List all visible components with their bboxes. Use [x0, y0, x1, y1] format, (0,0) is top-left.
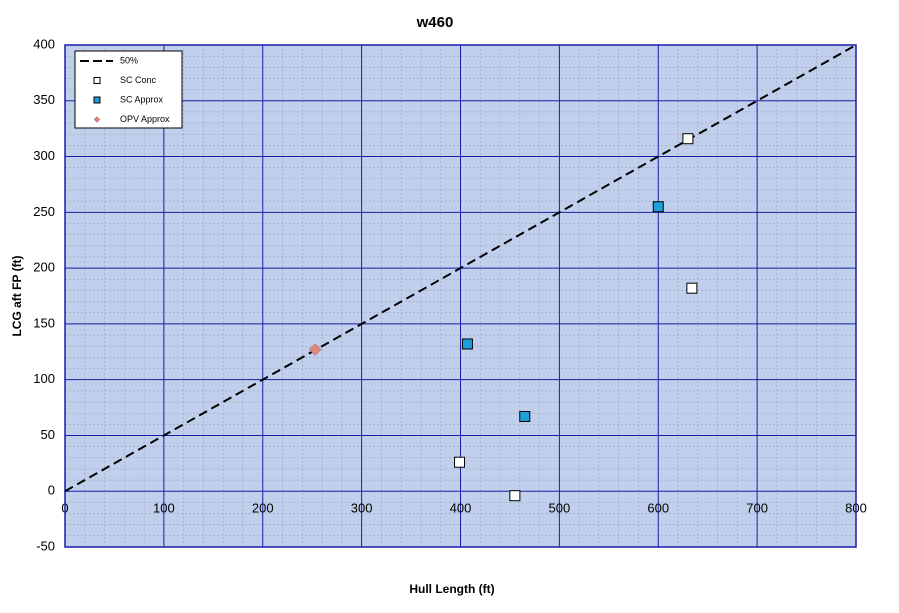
reference-line	[64, 44, 857, 493]
legend-label: 50%	[120, 55, 138, 65]
y-tick-label: 250	[33, 204, 55, 219]
x-tick-label: 400	[450, 501, 472, 516]
marker	[686, 282, 698, 294]
y-tick-label: 300	[33, 148, 55, 163]
y-tick-label: 200	[33, 260, 55, 275]
marker	[308, 343, 322, 356]
marker	[454, 456, 466, 468]
y-tick-label: 150	[33, 315, 55, 330]
legend-label: SC Conc	[120, 75, 157, 85]
legend-marker	[93, 77, 101, 84]
chart-title: w460	[416, 14, 454, 31]
x-tick-label: 500	[549, 501, 571, 516]
y-tick-label: 0	[48, 483, 55, 498]
marker	[652, 201, 664, 213]
y-tick-label: 350	[33, 92, 55, 107]
y-tick-label: -50	[36, 538, 55, 553]
legend-label: SC Approx	[120, 94, 164, 104]
x-tick-label: 100	[153, 501, 175, 516]
y-tick-label: 400	[33, 36, 55, 51]
y-tick-label: 100	[33, 371, 55, 386]
x-tick-label: 300	[351, 501, 373, 516]
x-tick-label: 700	[746, 501, 768, 516]
y-axis-label: LCG aft FP (ft)	[10, 255, 24, 336]
x-tick-label: 200	[252, 501, 274, 516]
marker	[519, 410, 531, 422]
plot-border	[64, 44, 857, 548]
marker	[682, 133, 694, 145]
x-tick-label: 600	[647, 501, 669, 516]
legend-marker	[93, 96, 101, 104]
y-tick-label: 50	[41, 427, 55, 442]
marker	[509, 490, 521, 502]
legend-marker	[93, 116, 101, 123]
legend-label: OPV Approx	[120, 114, 170, 124]
legend-box	[74, 50, 183, 129]
x-axis-label: Hull Length (ft)	[409, 582, 494, 596]
marker	[461, 338, 473, 350]
